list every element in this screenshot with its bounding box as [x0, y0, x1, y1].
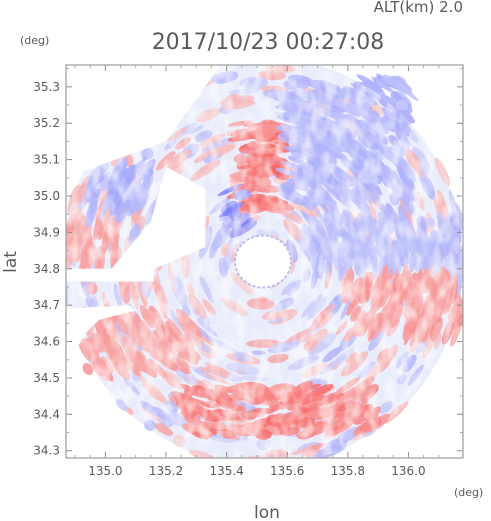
no-echo-northwest: [66, 65, 221, 189]
x-tick-label-2: 135.4: [209, 464, 243, 478]
near-radar-ring: [233, 234, 292, 289]
altitude-label: ALT(km) 2.0: [374, 0, 463, 16]
y-tick-label-1: 34.4: [33, 407, 60, 421]
chart-title: 2017/10/23 00:27:08: [152, 30, 385, 55]
y-tick-label-3: 34.6: [33, 335, 60, 349]
x-unit-label: (deg): [454, 486, 483, 499]
plot-area: [66, 56, 463, 458]
y-unit-label: (deg): [20, 34, 49, 47]
y-tick-label-4: 34.7: [33, 298, 60, 312]
plot-frame: [65, 64, 464, 459]
echo-cell-northeast-blue-band: [356, 74, 379, 88]
axes: 135.0 135.2 135.4 135.6 135.8 136.0 34.3 34.4 34…: [33, 64, 464, 478]
y-tick-label-0: 34.3: [33, 444, 60, 458]
echo-cell-southwest-red: [82, 362, 94, 376]
echo-cell: [245, 56, 265, 63]
echo-cell-northeast-blue-band: [394, 75, 413, 91]
x-tick-label-5: 136.0: [391, 464, 425, 478]
y-tick-label-6: 34.9: [33, 225, 60, 239]
echo-cell-northeast-blue-band: [397, 99, 409, 111]
x-axis-label: lon: [254, 503, 280, 521]
echo-cell-northeast-blue-band: [376, 80, 392, 91]
y-tick-label-2: 34.5: [33, 371, 60, 385]
y-tick-label-10: 35.3: [33, 80, 60, 94]
y-tick-label-8: 35.1: [33, 153, 60, 167]
x-tick-label-4: 135.8: [331, 464, 365, 478]
radar-field: [66, 56, 463, 458]
echo-cell: [234, 56, 255, 64]
echo-cell-east-red-band: [450, 321, 462, 347]
echo-cell-northeast-blue-band: [394, 80, 419, 102]
echo-cell-east-red-band: [457, 314, 463, 327]
y-tick-label-9: 35.2: [33, 116, 60, 130]
no-echo-west: [66, 166, 206, 282]
echo-cell-northeast-blue-band: [379, 94, 397, 110]
x-tick-label-0: 135.0: [88, 464, 122, 478]
x-tick-label-3: 135.6: [270, 464, 304, 478]
y-axis-label: lat: [1, 251, 21, 273]
y-tick-label-7: 35.0: [33, 189, 60, 203]
y-tick-label-5: 34.8: [33, 262, 60, 276]
no-echo-southwest: [66, 305, 136, 371]
x-tick-label-1: 135.2: [149, 464, 183, 478]
radar-site: [251, 250, 274, 273]
echo-cell-northeast-blue-band: [387, 78, 407, 95]
